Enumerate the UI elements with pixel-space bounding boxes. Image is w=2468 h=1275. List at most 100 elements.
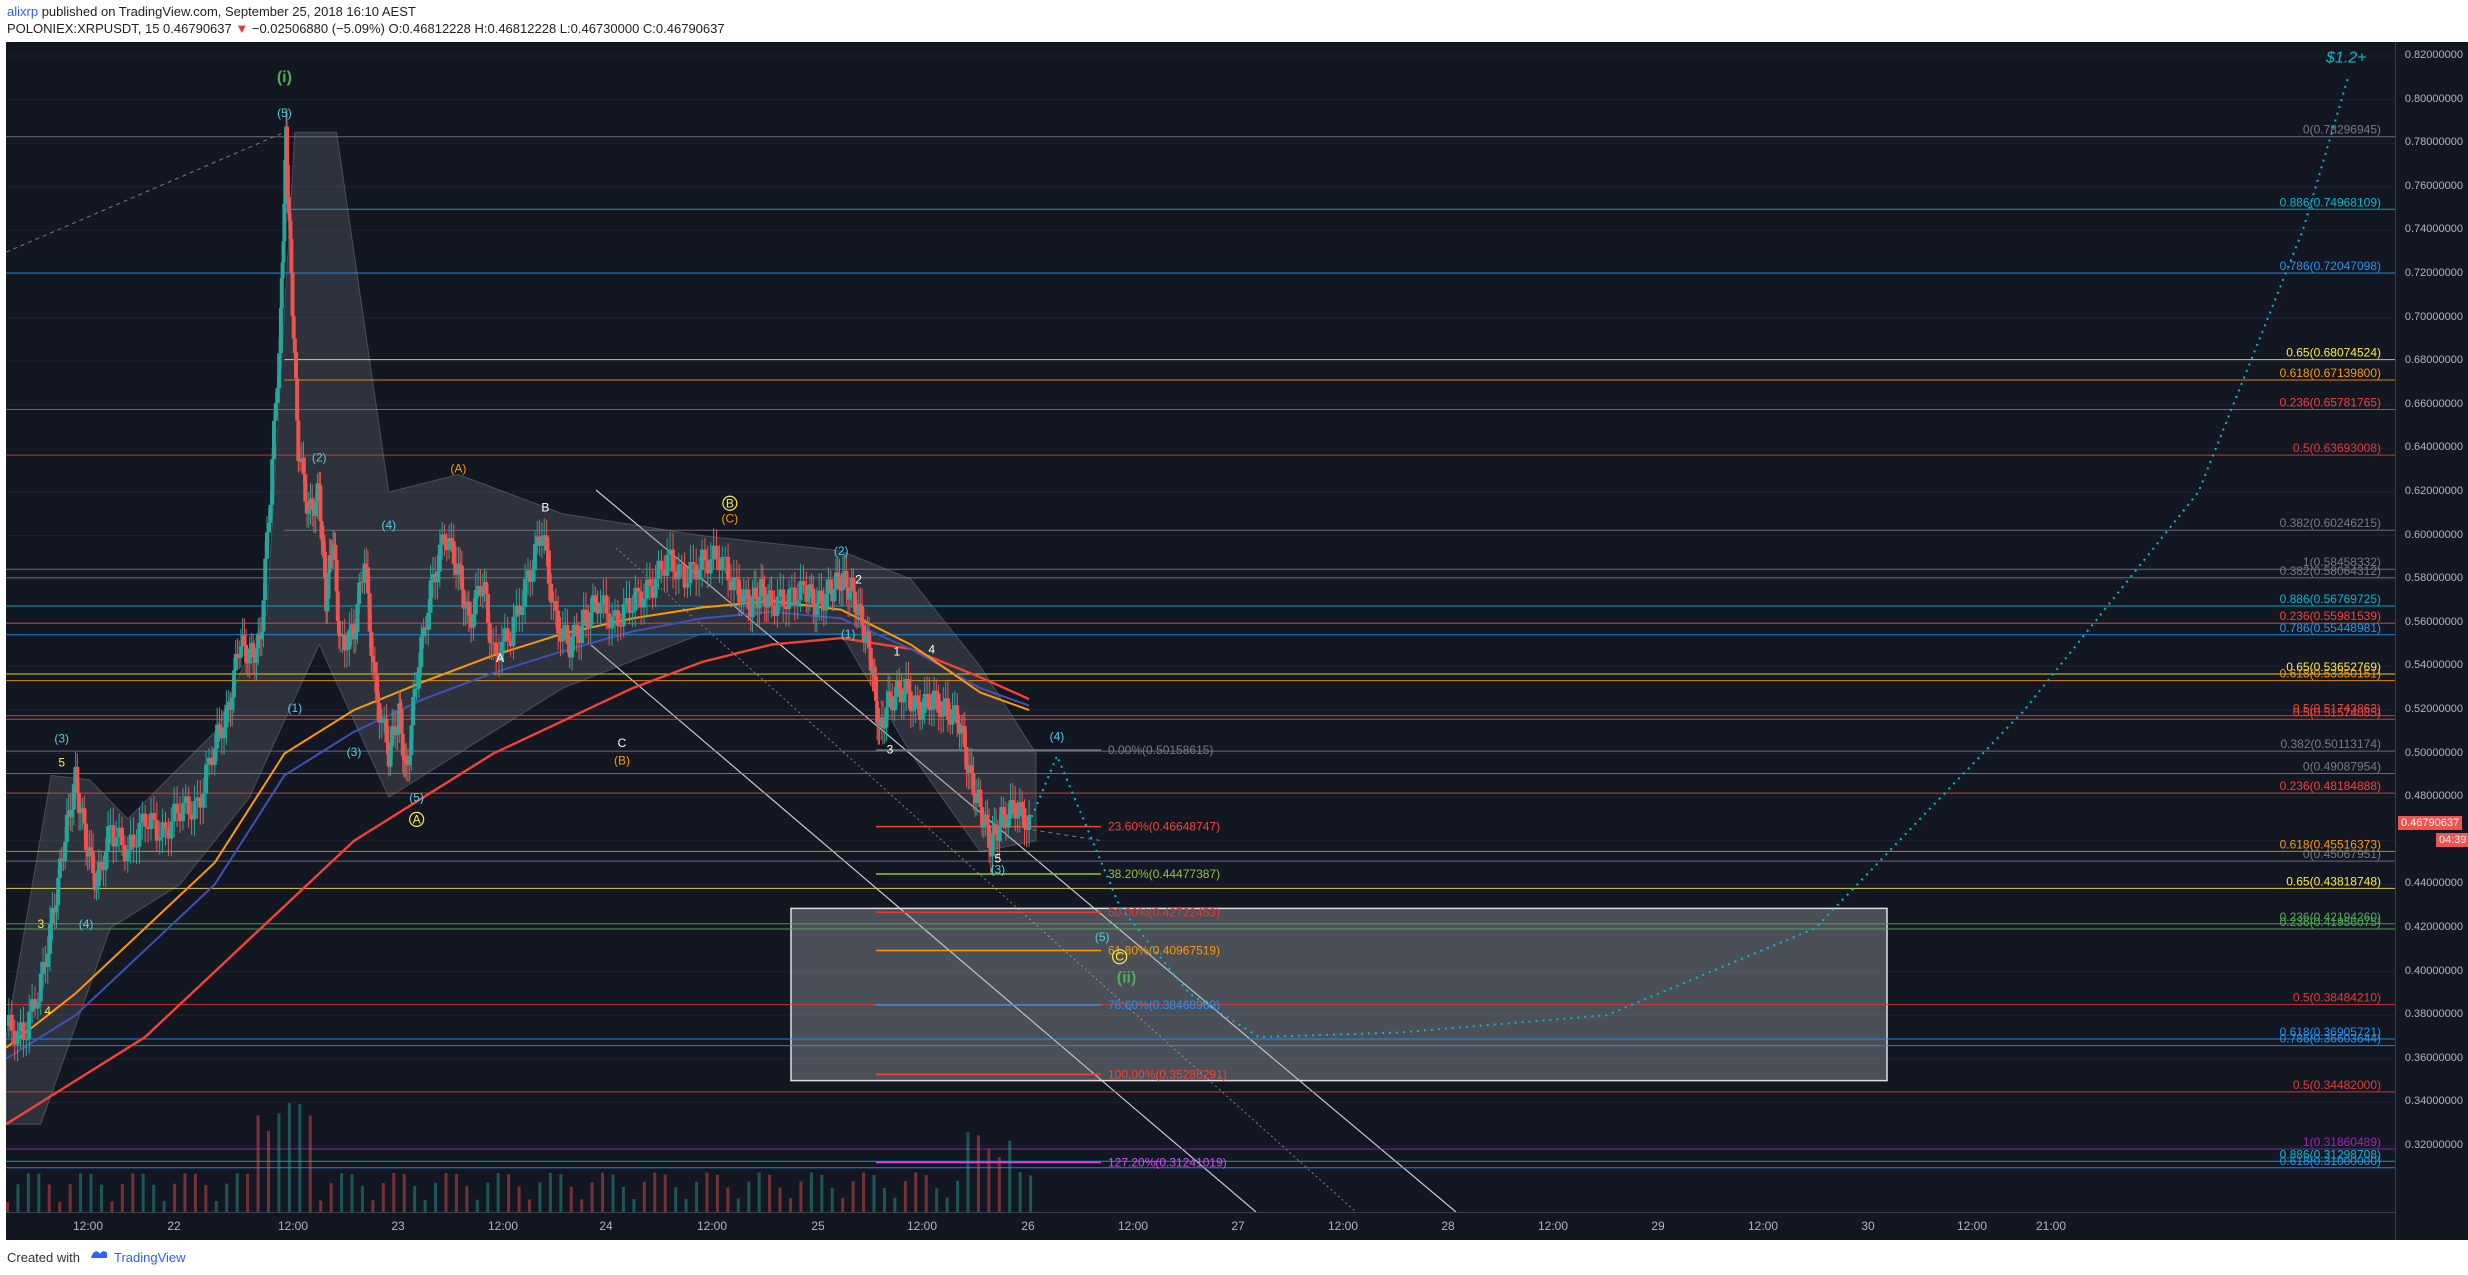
candle-body xyxy=(814,603,819,616)
candle-body xyxy=(371,655,376,663)
candle-body xyxy=(275,388,280,404)
candle-body xyxy=(175,803,180,814)
volume-bar xyxy=(173,1183,177,1212)
candle-body xyxy=(444,542,449,551)
time-tick-label: 30 xyxy=(1861,1219,1875,1233)
candle-body xyxy=(920,713,925,720)
fib-extension-label: 50.00%(0.42722453) xyxy=(1108,905,1220,919)
price-plot[interactable]: 0(0.78296945) 0.886(0.74968109) 0.786(0.72… xyxy=(6,42,2395,1212)
candle-body xyxy=(959,725,964,734)
fib-level-label: 0.886(0.74968109) xyxy=(2280,195,2381,209)
candle-body xyxy=(478,585,483,597)
wave-label: (2) xyxy=(834,544,849,558)
candle-body xyxy=(1020,801,1025,809)
candle-body xyxy=(357,582,362,605)
candle-body xyxy=(480,588,485,597)
candle-body xyxy=(974,793,979,804)
candle-body xyxy=(114,837,119,847)
candle-body xyxy=(388,746,393,767)
author-link[interactable]: alixrp xyxy=(7,4,39,19)
candle-body xyxy=(639,591,644,608)
candle-body xyxy=(335,591,340,621)
candle-body xyxy=(1013,803,1018,819)
candle-body xyxy=(87,847,92,857)
wave-label: 5 xyxy=(994,852,1001,866)
volume-bar xyxy=(789,1198,792,1212)
candle-body xyxy=(372,662,377,676)
candle-body xyxy=(421,627,426,637)
candle-body xyxy=(244,644,249,663)
candle-body xyxy=(280,262,285,279)
candle-body xyxy=(595,602,600,614)
candle-body xyxy=(906,679,911,692)
price-tick-label: 0.64000000 xyxy=(2404,441,2463,454)
candle-body xyxy=(750,596,755,618)
candle-body xyxy=(784,606,789,610)
price-tick-label: 0.44000000 xyxy=(2404,877,2463,890)
candle-body xyxy=(400,733,405,756)
tradingview-brand[interactable]: TradingView xyxy=(114,1250,186,1265)
fib-level-label: 0(0.45067951) xyxy=(2303,847,2381,861)
wave-label: 2 xyxy=(855,573,862,587)
wave-label: (5) xyxy=(1095,930,1110,944)
target-zone-box xyxy=(790,907,1888,1082)
candle-body xyxy=(511,616,516,647)
volume-bar xyxy=(695,1181,699,1212)
fib-level-label: 0.618(0.67139800) xyxy=(2280,366,2381,380)
wave-label: (3) xyxy=(990,863,1005,877)
price-tick-label: 0.70000000 xyxy=(2404,310,2463,323)
volume-bar xyxy=(559,1174,563,1212)
candle-body xyxy=(508,641,513,647)
candle-body xyxy=(459,565,464,590)
candle-body xyxy=(918,701,923,720)
fib-extension-label: 61.80%(0.40967519) xyxy=(1108,944,1220,958)
chart-pane[interactable]: 0(0.78296945) 0.886(0.74968109) 0.786(0.72… xyxy=(6,42,2468,1241)
candle-body xyxy=(913,695,918,709)
volume-bar xyxy=(642,1181,646,1212)
candle-body xyxy=(789,587,794,590)
candle-body xyxy=(484,582,489,595)
candle-body xyxy=(847,590,852,600)
channel-mid-line xyxy=(615,547,1357,1212)
candle-body xyxy=(271,420,276,460)
candle-body xyxy=(1017,801,1022,817)
candle-body xyxy=(955,705,960,724)
candle-body xyxy=(837,575,842,591)
volume-bar xyxy=(528,1199,531,1212)
volume-bar xyxy=(872,1175,876,1212)
candle-body xyxy=(844,570,849,588)
candle-body xyxy=(644,579,649,599)
candle-body xyxy=(290,272,295,316)
candle-body xyxy=(726,556,731,581)
candle-body xyxy=(897,680,902,689)
candle-body xyxy=(419,636,424,668)
wave-guide-line xyxy=(1032,829,1103,842)
candle-body xyxy=(636,587,641,592)
candle-body xyxy=(882,727,887,729)
candle-body xyxy=(872,667,877,677)
candle-body xyxy=(604,595,609,614)
time-tick-label: 29 xyxy=(1651,1219,1665,1233)
ma-mid-line xyxy=(6,610,1030,1060)
candle-body xyxy=(21,1022,26,1040)
price-axis[interactable]: 0.82000000 0.80000000 0.78000000 0.76000000… xyxy=(2395,42,2468,1240)
candle-body xyxy=(320,538,325,543)
price-tick-label: 0.78000000 xyxy=(2404,136,2463,149)
candle-body xyxy=(347,629,352,650)
price-tick-label: 0.36000000 xyxy=(2404,1051,2463,1064)
candle-body xyxy=(551,601,556,603)
candle-body xyxy=(817,590,822,604)
candle-body xyxy=(875,701,880,723)
candle-body xyxy=(801,581,806,585)
volume-bar xyxy=(89,1173,93,1212)
candle-body xyxy=(985,814,990,826)
candle-body xyxy=(741,589,746,605)
time-axis[interactable]: 12:00 22 12:00 23 12:00 24 12:00 25 12:00 26 12:00… xyxy=(6,1212,2395,1241)
candle-body xyxy=(613,610,617,617)
volume-bar xyxy=(1029,1175,1033,1212)
candle-body xyxy=(426,612,431,631)
candle-body xyxy=(932,690,936,710)
candle-body xyxy=(323,551,327,579)
volume-bar xyxy=(778,1187,782,1212)
candle-body xyxy=(904,679,909,694)
